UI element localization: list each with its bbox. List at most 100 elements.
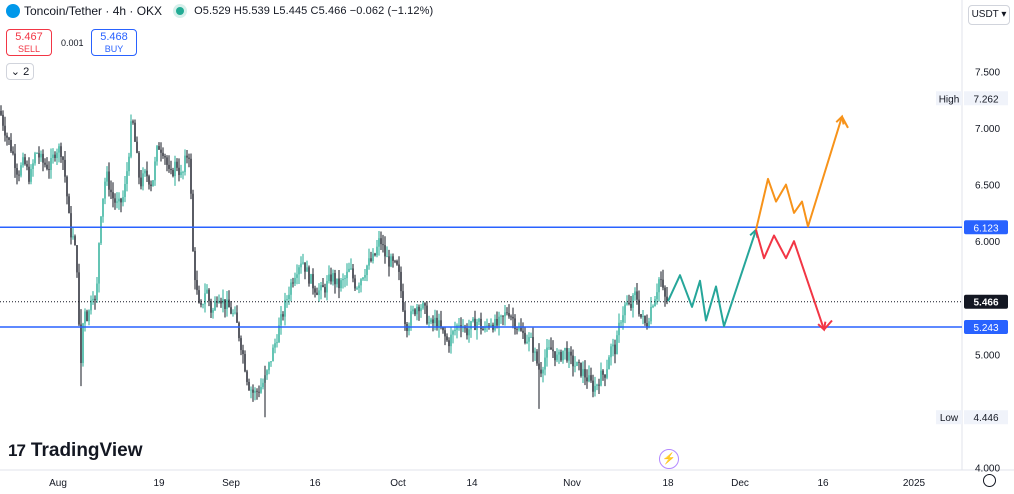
candle-body <box>638 299 640 315</box>
candle-body <box>230 307 232 314</box>
time-axis[interactable]: Aug 19 Sep 16 Oct 14 Nov 18 Dec 16 2025 <box>49 478 925 489</box>
time-tick-label: 18 <box>662 478 674 489</box>
chevron-down-icon: ▾ <box>998 9 1007 20</box>
buy-label: BUY <box>104 44 124 54</box>
support-resistance-lines[interactable]: 6.123 5.243 5.466 <box>0 220 1008 334</box>
candle-body <box>300 263 302 268</box>
candle-body <box>42 153 44 163</box>
candle-body <box>180 172 182 176</box>
candle-body <box>362 277 364 280</box>
candle-body <box>108 171 110 190</box>
projection-bearish[interactable] <box>755 229 833 331</box>
candle-body <box>354 278 356 289</box>
projection-paths[interactable] <box>667 114 849 332</box>
candle-body <box>78 272 80 325</box>
candle-body <box>430 319 432 323</box>
candle-body <box>600 370 602 386</box>
candle-body <box>302 262 304 264</box>
chevron-down-icon: ⌄ <box>10 66 24 78</box>
candle-body <box>56 152 58 159</box>
candle-body <box>508 313 510 317</box>
candle-body <box>522 330 524 333</box>
time-tick-label: 14 <box>466 478 478 489</box>
price-axis[interactable]: 7.500 7.000 6.500 6.000 5.000 4.000 High 7.262 L… <box>936 67 1008 475</box>
projection-neutral[interactable] <box>667 229 757 328</box>
candle-body <box>116 201 118 203</box>
candle-body <box>12 151 14 154</box>
time-tick-label: 16 <box>309 478 321 489</box>
candle-body <box>206 289 208 294</box>
candle-body <box>610 346 612 358</box>
candle-body <box>640 314 642 317</box>
candle-body <box>602 370 604 375</box>
candle-body <box>322 285 324 288</box>
candle-body <box>622 315 624 323</box>
candle-body <box>310 274 312 284</box>
candle-body <box>142 173 144 187</box>
candle-body <box>574 365 576 367</box>
candle-body <box>540 369 542 374</box>
candle-body <box>86 311 88 322</box>
symbol-header: Toncoin/Tether · 4h · OKX O5.529 H5.539 … <box>6 4 433 18</box>
candle-body <box>368 258 370 266</box>
candle-body <box>568 351 570 361</box>
candle-body <box>648 321 650 327</box>
candle-body <box>400 271 402 292</box>
indicators-toggle-button[interactable]: ⌄ 2 <box>6 63 34 80</box>
time-tick-label: 16 <box>817 478 829 489</box>
candle-body <box>114 198 116 203</box>
buy-button[interactable]: 5.468 BUY <box>91 29 137 56</box>
tradingview-logo[interactable]: 17 TradingView <box>8 440 143 462</box>
projection-arrowhead <box>817 321 827 332</box>
candle-body <box>344 278 346 280</box>
candle-body <box>336 278 338 285</box>
candle-body <box>170 168 172 171</box>
candle-body <box>572 355 574 367</box>
sell-button[interactable]: 5.467 SELL <box>6 29 52 56</box>
currency-select[interactable]: USDT ▾ <box>968 5 1010 25</box>
candle-body <box>414 309 416 315</box>
candle-body <box>342 279 344 281</box>
level-price-label: 6.123 <box>973 223 998 234</box>
lightning-icon[interactable]: ⚡ <box>659 449 679 469</box>
candle-body <box>214 301 216 311</box>
candle-body <box>140 177 142 187</box>
candle-body <box>620 322 622 324</box>
candle-body <box>438 320 440 328</box>
candle-body <box>118 198 120 202</box>
candle-body <box>562 350 564 361</box>
candle-body <box>474 318 476 330</box>
candle-body <box>394 260 396 262</box>
candle-body <box>212 310 214 313</box>
candle-body <box>450 334 452 347</box>
projection-bullish[interactable] <box>755 115 849 231</box>
candle-body <box>122 197 124 203</box>
clock-icon[interactable] <box>983 474 996 487</box>
market-status-icon[interactable] <box>176 7 185 15</box>
low-badge <box>936 410 962 425</box>
symbol-title[interactable]: Toncoin/Tether · 4h · OKX <box>24 4 163 18</box>
candle-body <box>46 164 48 170</box>
candle-body <box>604 374 606 378</box>
candle-body <box>128 156 130 172</box>
candle-body <box>176 161 178 168</box>
candle-body <box>256 390 258 392</box>
candle-body <box>598 384 600 386</box>
candle-body <box>308 267 310 284</box>
ohlc-values: O5.529 H5.539 L5.445 C5.466 −0.062 (−1.1… <box>194 5 434 17</box>
candle-body <box>164 156 166 158</box>
candle-body <box>198 290 200 303</box>
candle-body <box>550 347 552 350</box>
candle-body <box>454 329 456 332</box>
candle-body <box>268 362 270 371</box>
candle-body <box>280 314 282 326</box>
candle-body <box>564 348 566 351</box>
candle-body <box>152 180 154 187</box>
candle-body <box>516 329 518 330</box>
candle-body <box>120 198 122 203</box>
low-label: Low <box>940 413 959 424</box>
candle-body <box>644 316 646 324</box>
candle-body <box>520 327 522 331</box>
candle-body <box>418 306 420 312</box>
